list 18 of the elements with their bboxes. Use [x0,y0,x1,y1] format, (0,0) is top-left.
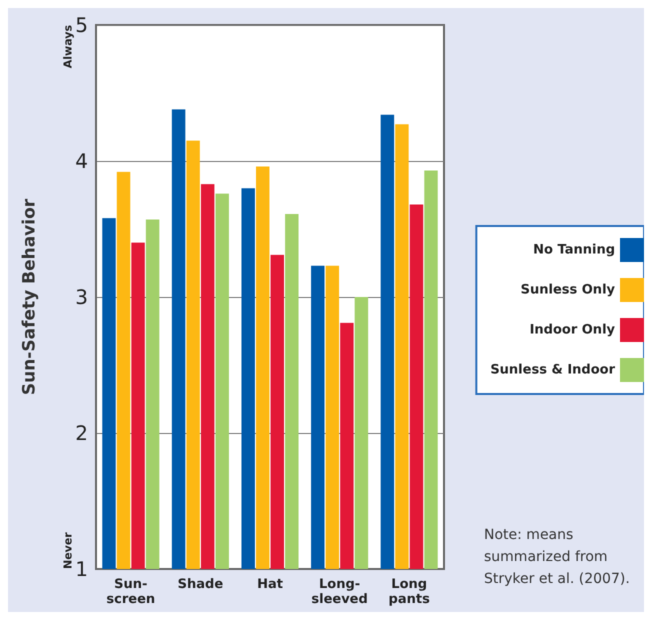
y-axis-title: Sun-Safety Behavior [20,198,40,396]
text: Never [62,532,74,569]
x-tick-label: Long pants [388,577,430,607]
y-tick-label: 1 [75,557,88,581]
y-tick-label: 2 [75,421,88,445]
x-tick-label: Sun-screen [106,577,156,607]
text: Note: means summarized from Stryker et al. (2007). [484,527,630,587]
text: Always [62,24,74,68]
y-tick-label: 4 [75,149,88,173]
x-tick-label: Shade [178,577,224,592]
x-tick-label: Long-sleeved [311,577,368,607]
legend-label: Sunless Only [520,282,616,298]
x-tick-label: Hat [257,577,283,592]
y-tick-label: 5 [75,13,88,37]
legend-label: No Tanning [533,242,615,258]
legend-label: Sunless & Indoor [490,362,616,378]
legend-label: Indoor Only [530,322,616,338]
y-tick-label: 3 [75,285,88,309]
